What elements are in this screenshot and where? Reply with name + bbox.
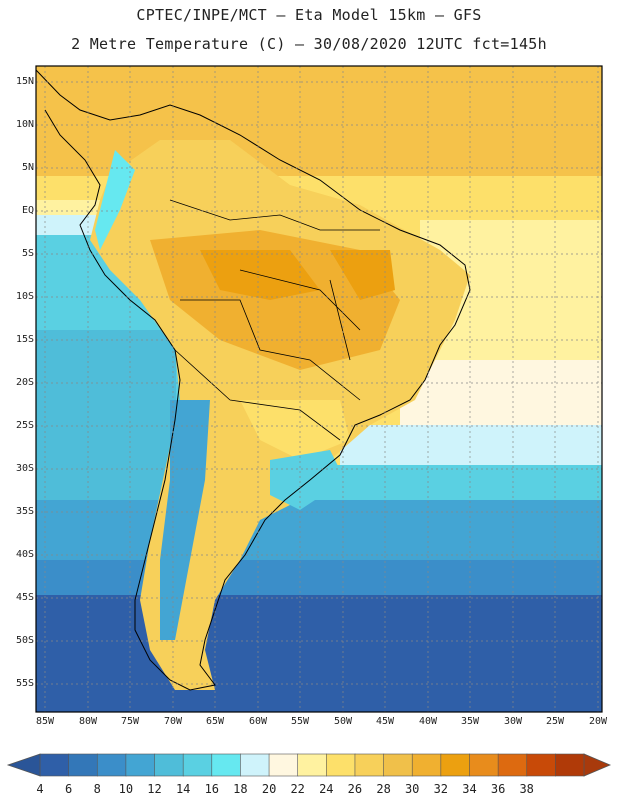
colorbar-swatch	[297, 753, 327, 777]
colorbar-level-label: 10	[118, 782, 134, 796]
colorbar-swatch	[68, 753, 98, 777]
lat-label: 30S	[15, 463, 34, 474]
lon-label: 25W	[545, 716, 565, 727]
land-south-brazil	[240, 400, 350, 460]
land-northeast-hot	[330, 250, 395, 300]
country-borders	[169, 199, 380, 441]
colorbar-swatch	[526, 753, 556, 777]
lat-label: 45S	[15, 592, 34, 603]
field-atlantic-cool	[340, 425, 602, 470]
colorbar-level-label: 30	[404, 782, 420, 796]
colorbar-swatch	[96, 753, 127, 777]
lon-label: 40W	[418, 716, 438, 727]
colorbar-swatch	[39, 753, 70, 777]
lat-label: 25S	[15, 420, 34, 431]
lat-label: 55S	[15, 678, 34, 689]
lon-label: 85W	[35, 716, 55, 727]
lon-label: 60W	[248, 716, 268, 727]
lat-label: 15S	[15, 334, 34, 345]
map-frame	[35, 65, 603, 713]
colorbar-level-label: 36	[490, 782, 506, 796]
lon-label: 75W	[120, 716, 140, 727]
colorbar-level-label: 8	[93, 782, 101, 796]
coastline	[36, 69, 471, 691]
lon-label: 20W	[588, 716, 608, 727]
colorbar-level-label: 4	[36, 782, 44, 796]
colorbar-swatch	[125, 753, 156, 777]
land-north-andes-cold	[95, 150, 135, 250]
lat-label: 40S	[15, 549, 34, 560]
colorbar-swatch	[182, 753, 213, 777]
lat-label: 50S	[15, 635, 34, 646]
lon-label: 50W	[333, 716, 353, 727]
land-uruguay-cool	[270, 450, 345, 510]
colorbar-level-label: 28	[376, 782, 391, 796]
colorbar-level-label: 38	[519, 782, 534, 796]
colorbar-swatch	[354, 753, 385, 777]
lat-label: 10S	[15, 291, 34, 302]
colorbar-level-label: 20	[261, 782, 277, 796]
colorbar-swatch	[240, 753, 270, 777]
colorbar-swatch	[440, 753, 471, 777]
colorbar-level-label: 18	[233, 782, 248, 796]
colorbar-swatch	[154, 753, 184, 777]
lat-label: 10N	[15, 119, 34, 130]
colorbar-level-label: 6	[64, 782, 73, 796]
lat-label: 5S	[21, 248, 34, 259]
colorbar-level-label: 22	[290, 782, 305, 796]
lat-label: 15N	[15, 76, 34, 87]
colorbar-swatch	[469, 753, 499, 777]
lat-label: EQ	[21, 205, 34, 216]
colorbar-swatch	[411, 753, 442, 777]
map-title-source: CPTEC/INPE/MCT – Eta Model 15km – GFS	[136, 6, 482, 24]
lon-label: 55W	[290, 716, 310, 727]
field-south-8	[36, 560, 602, 600]
colorbar-level-label: 16	[204, 782, 220, 796]
map-title-variable: 2 Metre Temperature (C) – 30/08/2020 12U…	[71, 35, 547, 53]
lon-label: 65W	[205, 716, 225, 727]
lat-label: 5N	[21, 162, 34, 173]
colorbar-swatch	[211, 753, 242, 777]
field-subtropical-atlantic	[400, 360, 602, 430]
lon-label: 35W	[460, 716, 480, 727]
colorbar-level-label: 26	[347, 782, 363, 796]
lat-label: 35S	[15, 506, 34, 517]
colorbar-swatch	[555, 753, 585, 777]
colorbar-level-label: 24	[319, 782, 334, 796]
lat-label: 20S	[15, 377, 34, 388]
colorbar-level-label: 34	[462, 782, 477, 796]
field-south-6	[36, 595, 602, 712]
colorbar-level-label: 12	[147, 782, 162, 796]
colorbar-over-arrow	[583, 753, 612, 777]
lon-label: 30W	[503, 716, 523, 727]
lon-label: 70W	[163, 716, 183, 727]
colorbar-swatch	[383, 753, 413, 777]
lon-label: 45W	[375, 716, 395, 727]
colorbar-level-label: 32	[433, 782, 449, 796]
field-pacific-12	[36, 330, 176, 520]
graticule	[36, 66, 602, 712]
colorbar-swatch	[268, 753, 299, 777]
colorbar-swatch	[326, 753, 356, 777]
field-south-10	[36, 500, 602, 570]
colorbar-level-label: 14	[175, 782, 191, 796]
land-andes-cold	[160, 400, 210, 640]
lon-label: 80W	[78, 716, 98, 727]
colorbar-under-arrow	[6, 753, 41, 777]
colorbar-swatch	[497, 753, 528, 777]
temperature-colorbar	[6, 753, 612, 777]
